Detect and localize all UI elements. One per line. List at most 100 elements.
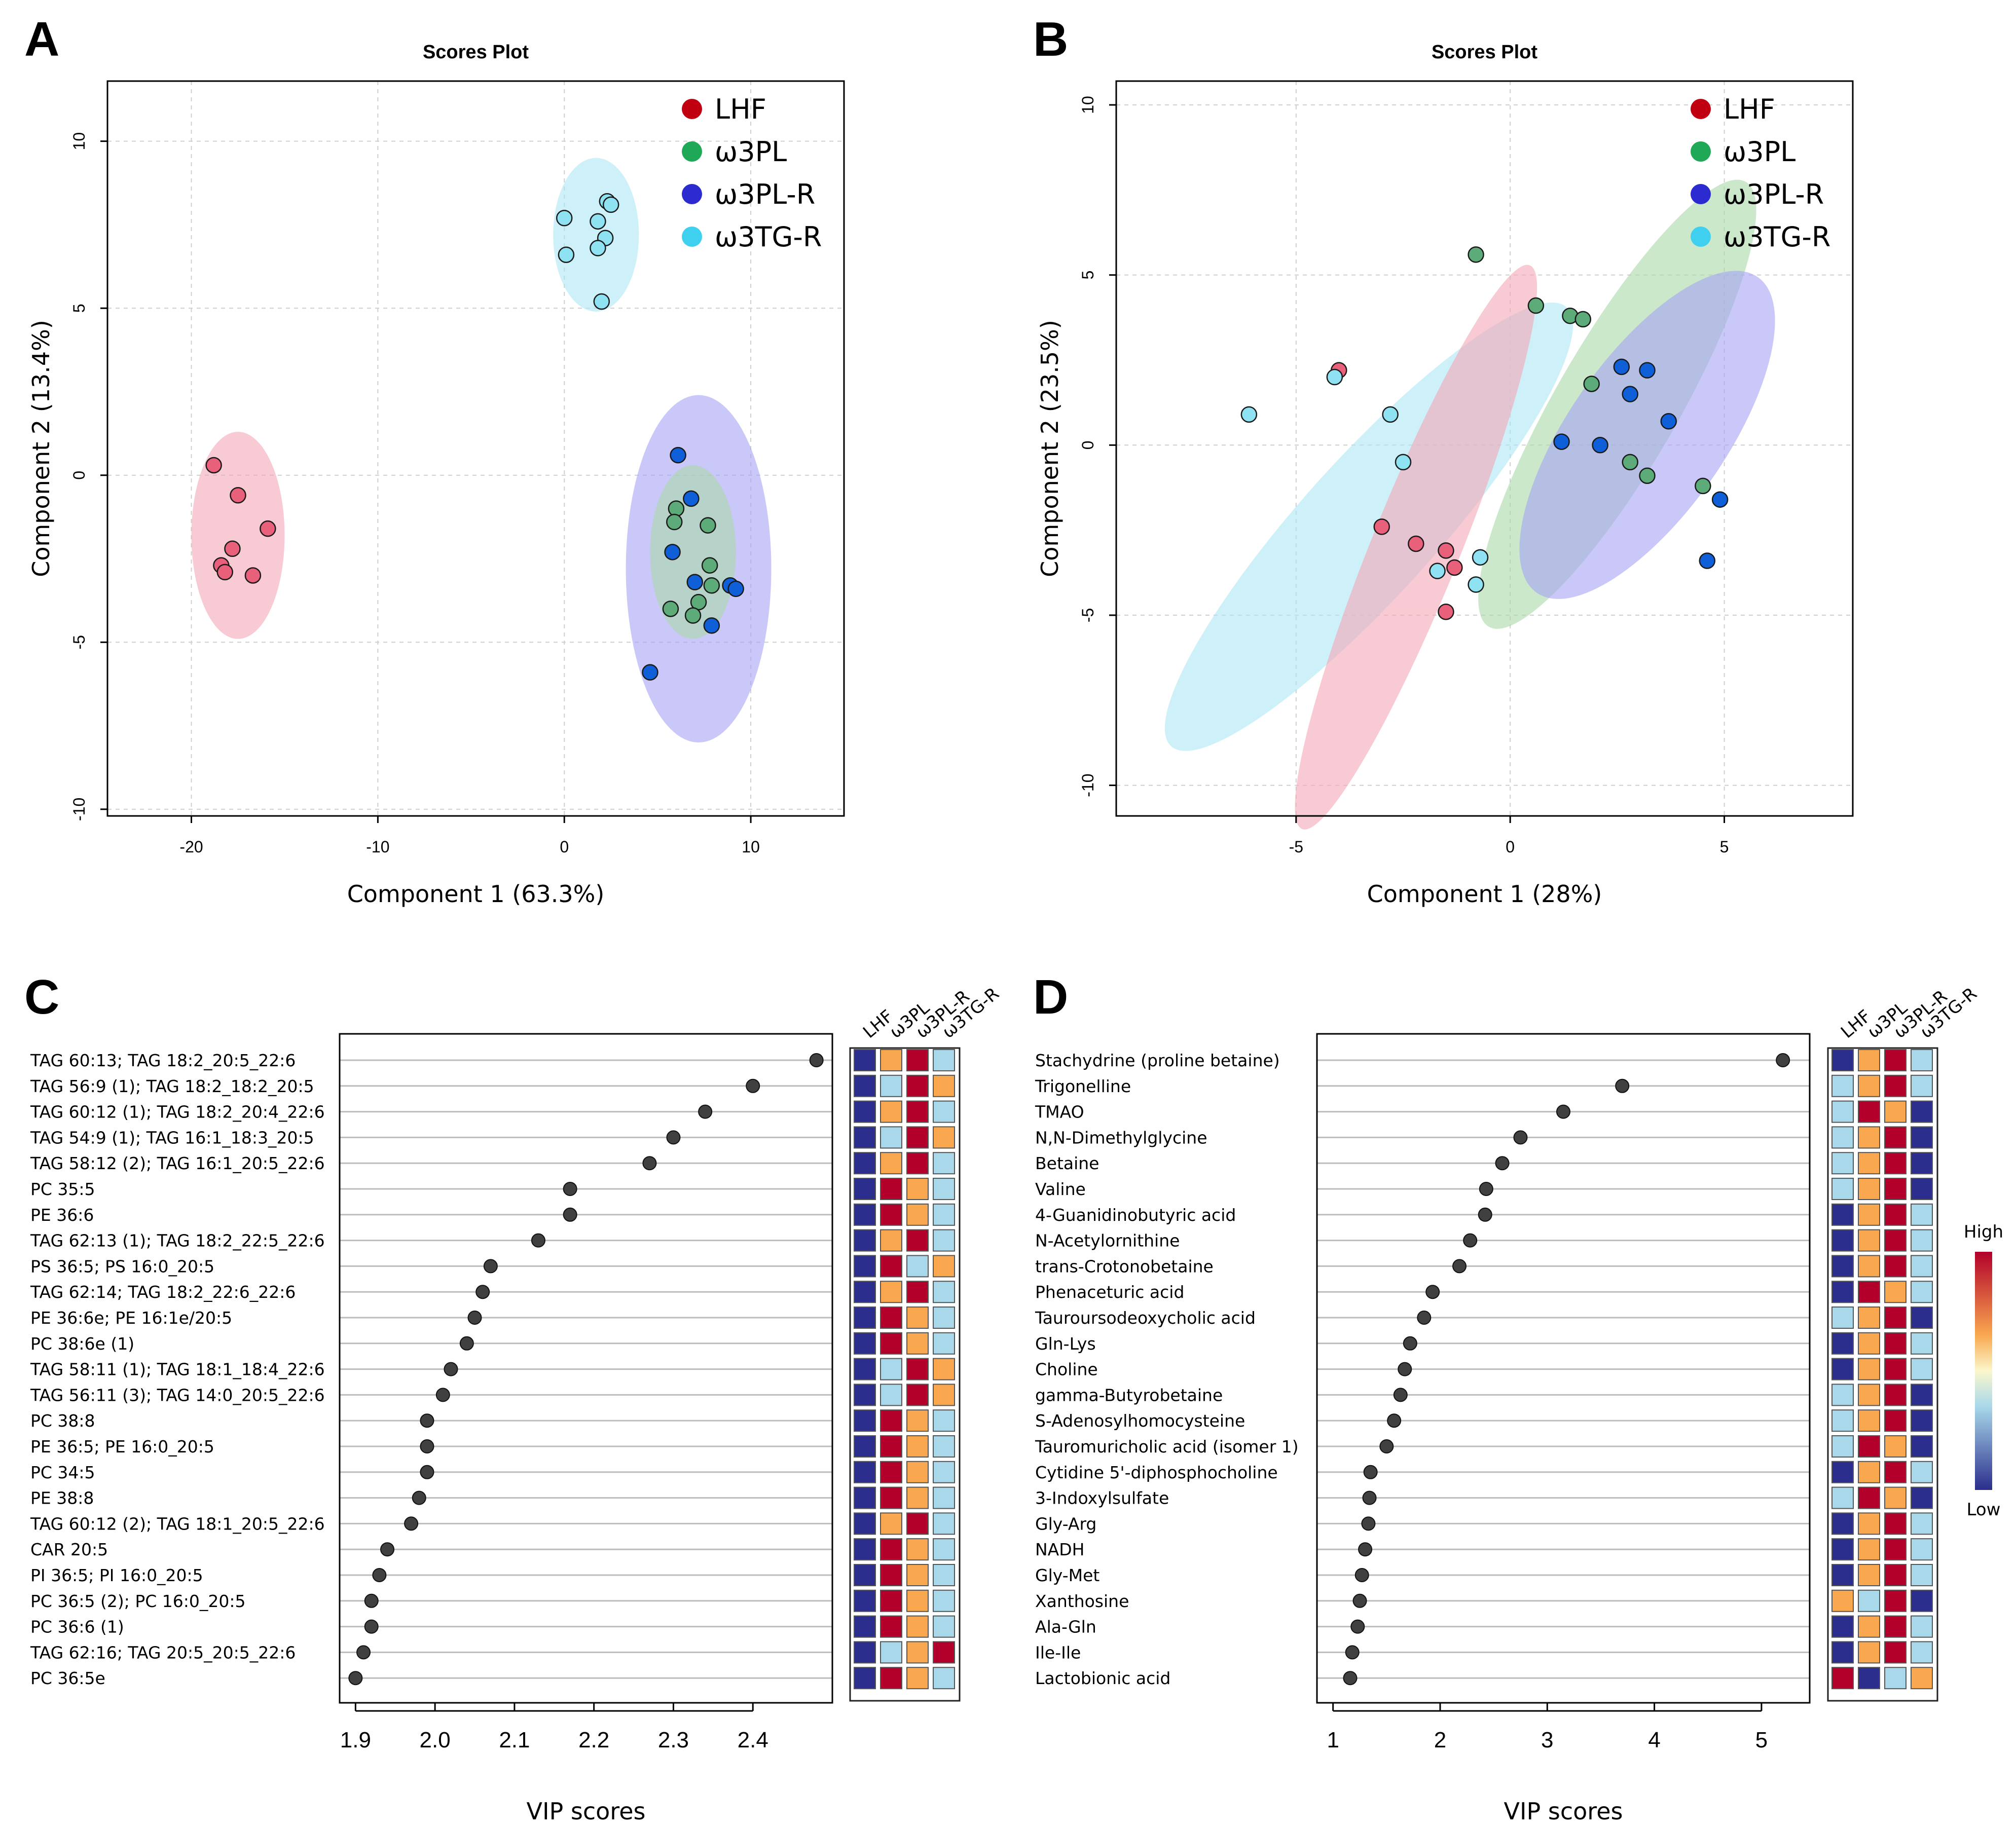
x-tick-label: 1 (1327, 1728, 1339, 1752)
heatmap-cell-ω3PL (1858, 1538, 1880, 1561)
score-point-ω3PL-R (670, 446, 686, 464)
vip-point (356, 1645, 371, 1660)
heatmap-cell-ω3PL (1858, 1049, 1880, 1071)
vip-point (1463, 1233, 1478, 1248)
heatmap-cell-LHF (854, 1332, 876, 1355)
vip-point (1452, 1259, 1467, 1274)
heatmap-cell-LHF (854, 1307, 876, 1329)
heatmap-cell-ω3PL (880, 1332, 902, 1355)
heatmap-cell-ω3TG-R (1911, 1126, 1933, 1149)
feature-label: TAG 62:13 (1); TAG 18:2_22:5_22:6 (30, 1231, 325, 1251)
heatmap-cell-ω3TG-R (1911, 1615, 1933, 1638)
heatmap-cell-ω3PL-R (1884, 1358, 1907, 1380)
panel-letter: D (1033, 970, 1068, 1024)
heatmap-cell-ω3TG-R (1911, 1667, 1933, 1690)
heatmap-cell-ω3TG-R (933, 1307, 955, 1329)
feature-label: Valine (1035, 1179, 1086, 1199)
x-tick-label: 5 (1755, 1728, 1768, 1752)
heatmap-cell-ω3TG-R (933, 1615, 955, 1638)
heatmap-cell-ω3PL (1858, 1409, 1880, 1432)
feature-label: Trigonelline (1035, 1076, 1131, 1096)
score-point-ω3TG-R (602, 196, 619, 213)
heatmap-cell-ω3PL (1858, 1100, 1880, 1123)
heatmap-cell-ω3PL-R (906, 1486, 929, 1509)
heatmap-cell-ω3TG-R (1911, 1203, 1933, 1226)
y-tick-label: -5 (1079, 608, 1097, 622)
vip-point (1479, 1182, 1493, 1196)
vip-point (1417, 1311, 1432, 1325)
legend-label: ω3PL (715, 136, 787, 168)
heatmap-cell-ω3TG-R (933, 1384, 955, 1406)
feature-label: Xanthosine (1035, 1591, 1129, 1611)
heatmap-cell-ω3TG-R (1911, 1435, 1933, 1458)
score-point-ω3PL-R (1553, 433, 1570, 450)
feature-label: N-Acetylornithine (1035, 1231, 1180, 1251)
heatmap-cell-ω3PL-R (906, 1152, 929, 1175)
score-point-ω3PL (1574, 311, 1592, 328)
heatmap-cell-LHF (854, 1152, 876, 1175)
heatmap-cell-LHF (854, 1512, 876, 1535)
score-point-ω3PL-R (703, 617, 720, 634)
feature-label: TMAO (1035, 1102, 1084, 1122)
heatmap-cell-ω3PL-R (906, 1512, 929, 1535)
score-point-LHF (230, 487, 246, 504)
heatmap-cell-ω3PL-R (906, 1229, 929, 1252)
vip-point (420, 1465, 434, 1479)
legend-label: ω3PL (1724, 136, 1795, 168)
heatmap-cell-ω3TG-R (933, 1255, 955, 1278)
heatmap-cell-ω3PL-R (1884, 1384, 1907, 1406)
panel-b: B Scores Plot -5 0 5 -10 -5 0 5 10 Component 1 (28… (1033, 12, 1854, 908)
heatmap-cell-LHF (1831, 1178, 1854, 1200)
vip-point (746, 1078, 760, 1093)
heatmap-cell-ω3PL (1858, 1512, 1880, 1535)
heatmap-cell-ω3PL-R (1884, 1049, 1907, 1071)
score-point-ω3PL-R (642, 664, 658, 681)
vip-point (444, 1362, 458, 1376)
legend-marker (682, 184, 702, 204)
vip-point (483, 1259, 498, 1274)
heatmap-cell-LHF (1831, 1461, 1854, 1483)
y-tick-label: -5 (70, 635, 88, 649)
panel-letter: B (1033, 12, 1068, 66)
heatmap-cell-ω3PL (1858, 1178, 1880, 1200)
colorbar-high-label: High (1964, 1222, 2003, 1242)
vip-point (1615, 1078, 1630, 1093)
feature-label: PC 36:6 (1) (30, 1617, 124, 1637)
heatmap-cell-ω3PL (1858, 1461, 1880, 1483)
heatmap-cell-LHF (854, 1486, 876, 1509)
score-point-ω3PL (1695, 477, 1711, 495)
vip-point (1350, 1619, 1365, 1634)
vip-point (1343, 1671, 1358, 1686)
feature-label: 4-Guanidinobutyric acid (1035, 1205, 1236, 1225)
heatmap-cell-ω3PL-R (1884, 1589, 1907, 1612)
vip-point (1556, 1104, 1570, 1119)
heatmap-cell-ω3TG-R (933, 1641, 955, 1664)
heatmap-cell-ω3PL-R (906, 1332, 929, 1355)
score-point-ω3PL (700, 517, 716, 534)
heatmap-cell-LHF (1831, 1409, 1854, 1432)
heatmap-cell-ω3PL-R (906, 1178, 929, 1200)
heatmap-cell-ω3TG-R (1911, 1409, 1933, 1432)
heatmap-cell-ω3PL-R (906, 1461, 929, 1483)
heatmap-cell-LHF (1831, 1100, 1854, 1123)
heatmap-cell-LHF (1831, 1203, 1854, 1226)
vip-point (1352, 1593, 1367, 1608)
heatmap-cell-ω3PL (1858, 1152, 1880, 1175)
heatmap-cell-ω3PL-R (1884, 1435, 1907, 1458)
score-point-ω3PL-R (1660, 413, 1677, 430)
vip-point (563, 1207, 577, 1222)
heatmap-cell-LHF (854, 1538, 876, 1561)
heatmap-cell-ω3PL (880, 1203, 902, 1226)
heatmap-cell-ω3TG-R (1911, 1486, 1933, 1509)
heatmap-cell-ω3PL (880, 1512, 902, 1535)
feature-label: Gly-Met (1035, 1565, 1099, 1585)
feature-label: Ile-Ile (1035, 1643, 1081, 1662)
feature-label: TAG 56:9 (1); TAG 18:2_18:2_20:5 (30, 1076, 314, 1096)
vip-point (420, 1413, 434, 1428)
feature-label: TAG 54:9 (1); TAG 16:1_18:3_20:5 (30, 1128, 314, 1147)
feature-label: TAG 60:12 (2); TAG 18:1_20:5_22:6 (30, 1514, 325, 1534)
heatmap-cell-ω3PL (880, 1255, 902, 1278)
heatmap-cell-ω3TG-R (933, 1229, 955, 1252)
y-tick-label: 5 (70, 304, 88, 313)
heatmap-cell-ω3PL (880, 1049, 902, 1071)
